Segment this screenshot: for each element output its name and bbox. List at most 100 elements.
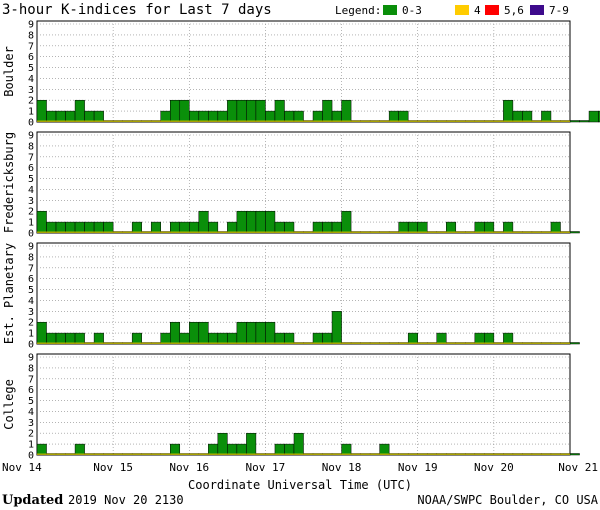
y-tick-label: 2 <box>28 96 34 107</box>
y-tick-label: 4 <box>28 74 34 85</box>
k-index-bar <box>293 432 304 456</box>
k-index-bar <box>208 443 219 456</box>
k-index-bar <box>103 221 114 234</box>
k-index-bar <box>131 332 142 345</box>
k-index-bar <box>312 221 323 234</box>
k-index-bar <box>503 221 514 234</box>
k-index-bar <box>65 332 76 345</box>
k-index-bar <box>569 342 580 345</box>
y-tick-label: 8 <box>28 252 34 263</box>
x-tick-label: Nov 16 <box>169 461 209 474</box>
k-index-bar <box>265 321 276 345</box>
y-tick-label: 2 <box>28 318 34 329</box>
x-tick-label: Nov 15 <box>93 461 133 474</box>
y-tick-label: 0 <box>28 118 34 129</box>
k-index-bar <box>569 120 580 123</box>
k-index-bar <box>189 110 200 123</box>
k-index-bar <box>160 110 171 123</box>
k-index-bar <box>65 110 76 123</box>
k-index-bar <box>227 221 238 234</box>
y-tick-label: 0 <box>28 229 34 240</box>
source-credit: NOAA/SWPC Boulder, CO USA <box>417 493 598 507</box>
k-index-bar <box>284 443 295 456</box>
k-index-bar <box>503 99 514 123</box>
k-index-bar <box>236 210 247 234</box>
x-tick-labels: Nov 14 Nov 15 Nov 16 Nov 17 Nov 18 Nov 19 Nov … <box>2 461 598 474</box>
k-index-bar <box>208 110 219 123</box>
y-tick-label: 0 <box>28 451 34 462</box>
k-index-bar <box>322 332 333 345</box>
k-index-bar <box>417 221 428 234</box>
k-index-bar <box>579 120 590 123</box>
y-tick-label: 1 <box>28 107 34 118</box>
legend-swatch-1 <box>455 5 469 15</box>
y-tick-label: 6 <box>28 274 34 285</box>
y-tick-label: 6 <box>28 163 34 174</box>
k-index-bar <box>65 221 76 234</box>
legend-entry-2: 5,6 <box>504 4 524 17</box>
k-index-bar <box>170 321 181 345</box>
k-index-bar <box>179 221 190 234</box>
k-index-bar <box>246 99 257 123</box>
k-index-bar <box>274 332 285 345</box>
k-index-bar <box>550 221 561 234</box>
panel-label: Est. Planetary <box>2 243 16 344</box>
y-tick-label: 1 <box>28 218 34 229</box>
y-tick-label: 2 <box>28 207 34 218</box>
k-index-bar <box>398 221 409 234</box>
y-tick-label: 3 <box>28 418 34 429</box>
y-tick-label: 5 <box>28 63 34 74</box>
k-index-bar <box>227 443 238 456</box>
k-index-bar <box>246 210 257 234</box>
y-tick-label: 4 <box>28 296 34 307</box>
k-index-bar <box>160 332 171 345</box>
y-tick-label: 5 <box>28 396 34 407</box>
k-index-bar <box>331 311 342 345</box>
y-tick-label: 9 <box>28 20 34 31</box>
k-index-bar <box>274 99 285 123</box>
k-index-bar <box>217 332 228 345</box>
y-tick-label: 0 <box>28 340 34 351</box>
k-index-bar <box>46 221 57 234</box>
chart-title: 3-hour K-indices for Last 7 days <box>2 2 272 18</box>
k-index-bar <box>150 221 161 234</box>
panel-frame <box>36 20 571 123</box>
k-index-bar <box>341 210 352 234</box>
y-tick-label: 3 <box>28 307 34 318</box>
y-tick-label: 8 <box>28 141 34 152</box>
k-index-bar <box>55 221 66 234</box>
y-tick-label: 7 <box>28 374 34 385</box>
k-index-bar <box>74 221 85 234</box>
y-tick-label: 7 <box>28 152 34 163</box>
y-tick-label: 1 <box>28 440 34 451</box>
k-index-bar <box>36 210 47 234</box>
k-index-bar <box>131 221 142 234</box>
y-tick-label: 8 <box>28 30 34 41</box>
y-tick-label: 7 <box>28 263 34 274</box>
k-index-bar <box>93 110 104 123</box>
legend: Legend: 0-3 4 5,6 7-9 <box>335 4 569 17</box>
x-axis-label: Coordinate Universal Time (UTC) <box>188 478 412 492</box>
k-index-bar <box>312 110 323 123</box>
k-index-bar <box>474 221 485 234</box>
k-index-bar <box>46 110 57 123</box>
panel-frame <box>36 242 571 345</box>
k-index-bar <box>331 221 342 234</box>
updated-label: Updated <box>2 493 63 508</box>
y-tick-label: 8 <box>28 363 34 374</box>
y-tick-label: 3 <box>28 196 34 207</box>
updated-timestamp: 2019 Nov 20 2130 <box>68 493 184 507</box>
k-index-bar <box>227 332 238 345</box>
y-tick-label: 9 <box>28 353 34 364</box>
y-tick-label: 6 <box>28 385 34 396</box>
k-index-bar <box>74 99 85 123</box>
k-index-bar <box>265 210 276 234</box>
k-index-bar <box>246 432 257 456</box>
k-index-bar <box>55 332 66 345</box>
k-index-bar <box>284 332 295 345</box>
k-index-bar <box>484 332 495 345</box>
k-index-bar <box>236 321 247 345</box>
